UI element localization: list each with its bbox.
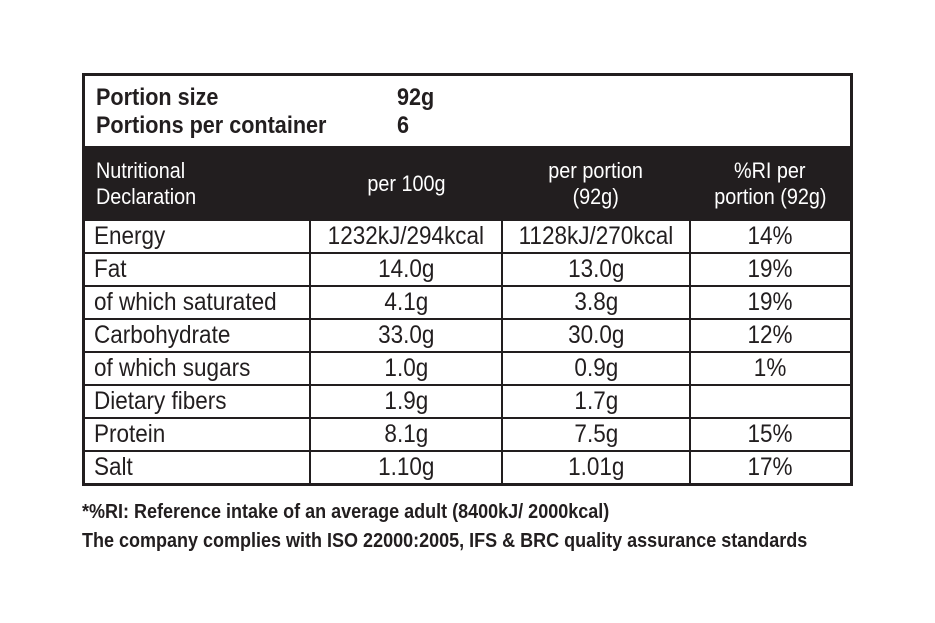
header-col1-line2: Declaration — [96, 183, 197, 209]
header-nutritional-declaration: Nutritional Declaration — [85, 146, 310, 221]
nutrient-name: of which saturated — [94, 288, 277, 316]
table-row-carbohydrate: Carbohydrate 33.0g 30.0g 12% — [85, 318, 850, 353]
header-col3-line2: (92g) — [572, 183, 620, 209]
per-portion-value: 3.8g — [574, 288, 618, 316]
header-col4-line2: portion (92g) — [713, 183, 827, 209]
per-portion-value: 1128kJ/270kcal — [518, 222, 674, 250]
table-row-protein: Protein 8.1g 7.5g 15% — [85, 417, 850, 452]
portion-size-row: Portion size 92g — [85, 84, 850, 112]
ri-value: 12% — [747, 321, 794, 349]
label-table-box: Portion size 92g Portions per container … — [82, 73, 853, 486]
portions-per-container-label: Portions per container — [96, 112, 327, 139]
ri-value: 15% — [747, 420, 794, 448]
nutrition-table: Energy 1232kJ/294kcal 1128kJ/270kcal 14%… — [85, 221, 850, 483]
header-per-100g: per 100g — [310, 146, 502, 221]
per-portion-value: 30.0g — [567, 321, 625, 349]
table-row-sugars: of which sugars 1.0g 0.9g 1% — [85, 351, 850, 386]
table-row-energy: Energy 1232kJ/294kcal 1128kJ/270kcal 14% — [85, 221, 850, 254]
per-100g-value: 4.1g — [384, 288, 428, 316]
per-100g-value: 1.9g — [384, 387, 428, 415]
table-row-dietary-fibers: Dietary fibers 1.9g 1.7g — [85, 384, 850, 419]
nutrient-name: Fat — [94, 255, 127, 283]
per-100g-value: 8.1g — [384, 420, 428, 448]
per-portion-value: 1.7g — [574, 387, 618, 415]
footnote-line-2: The company complies with ISO 22000:2005… — [82, 530, 808, 552]
header-per-portion: per portion (92g) — [502, 146, 690, 221]
table-header-band: Nutritional Declaration per 100g per por… — [85, 146, 850, 221]
portion-size-value: 92g — [397, 84, 435, 111]
header-col2-line1: per 100g — [366, 170, 446, 196]
nutrient-name: of which sugars — [94, 354, 251, 382]
per-100g-value: 1232kJ/294kcal — [327, 222, 485, 250]
nutrient-name: Protein — [94, 420, 166, 448]
portions-per-container-value: 6 — [397, 112, 410, 139]
portion-size-label: Portion size — [96, 84, 219, 111]
table-row-salt: Salt 1.10g 1.01g 17% — [85, 450, 850, 483]
per-portion-value: 0.9g — [574, 354, 618, 382]
header-col3-line1: per portion — [548, 157, 644, 183]
nutrient-name: Energy — [94, 222, 166, 250]
footnotes: *%RI: Reference intake of an average adu… — [82, 498, 888, 556]
ri-value: 19% — [747, 255, 794, 283]
header-col1-line1: Nutritional — [96, 157, 186, 183]
nutrient-name: Salt — [94, 453, 133, 481]
ri-value: 1% — [754, 354, 787, 382]
header-col4-line1: %RI per — [734, 157, 806, 183]
ri-value: 19% — [747, 288, 794, 316]
ri-value: 17% — [747, 453, 794, 481]
per-100g-value: 1.0g — [384, 354, 428, 382]
footnote-line-1: *%RI: Reference intake of an average adu… — [82, 501, 610, 523]
ri-value: 14% — [747, 222, 794, 250]
table-row-fat: Fat 14.0g 13.0g 19% — [85, 252, 850, 287]
per-100g-value: 33.0g — [377, 321, 435, 349]
per-100g-value: 1.10g — [377, 453, 435, 481]
nutrient-name: Dietary fibers — [94, 387, 227, 415]
per-portion-value: 1.01g — [567, 453, 625, 481]
header-ri-per-portion: %RI per portion (92g) — [690, 146, 850, 221]
nutrient-name: Carbohydrate — [94, 321, 231, 349]
portions-per-container-row: Portions per container 6 — [85, 112, 850, 140]
per-portion-value: 7.5g — [574, 420, 618, 448]
table-row-saturated: of which saturated 4.1g 3.8g 19% — [85, 285, 850, 320]
per-portion-value: 13.0g — [567, 255, 625, 283]
per-100g-value: 14.0g — [377, 255, 435, 283]
portion-block: Portion size 92g Portions per container … — [85, 76, 850, 146]
